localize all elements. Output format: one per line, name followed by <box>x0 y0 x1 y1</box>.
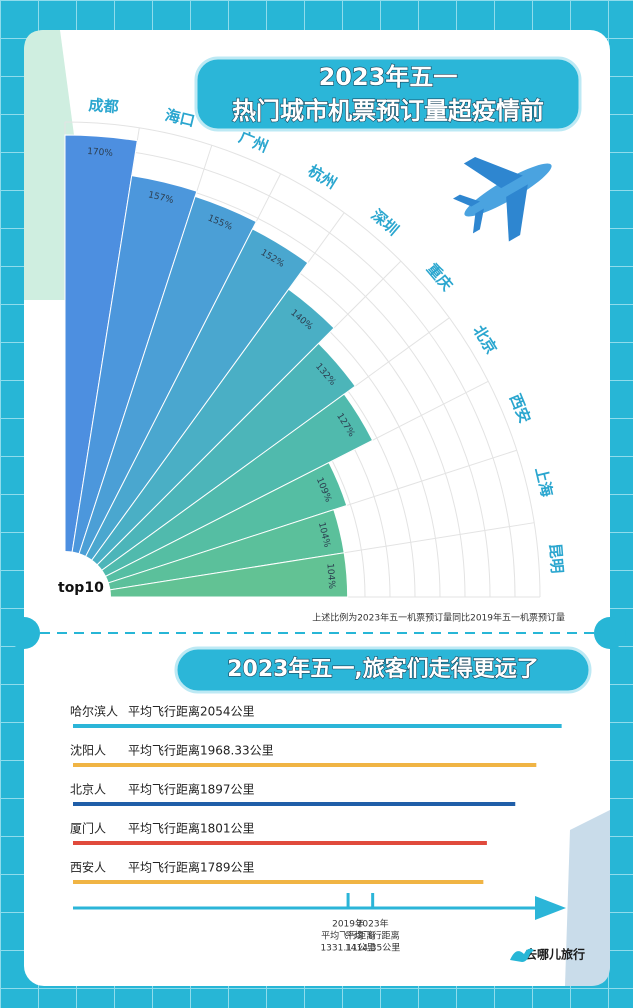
bar <box>73 763 537 767</box>
chart-title: 热门城市机票预订量超疫情前 <box>232 97 544 125</box>
value-label: 平均飞行距离2054公里 <box>128 704 255 719</box>
category-label: 成都 <box>88 96 119 116</box>
reference-label: 2019年 <box>332 918 364 930</box>
sector <box>64 552 349 598</box>
value-label: 平均飞行距离1897公里 <box>128 782 255 797</box>
category-label: 厦门人 <box>70 821 106 836</box>
sector <box>64 195 257 598</box>
value-label: 平均飞行距离1968.33公里 <box>128 743 274 758</box>
bar <box>73 724 562 728</box>
value-label: 170% <box>87 147 114 159</box>
category-label: 哈尔滨人 <box>70 704 118 719</box>
reference-label: 2023年 <box>357 918 389 930</box>
axis-arrow <box>535 896 566 920</box>
category-label: 西安人 <box>70 860 106 875</box>
center-label: top10 <box>58 580 104 596</box>
chart-title: 2023年五一,旅客们走得更远了 <box>227 656 539 682</box>
sector <box>64 175 198 598</box>
reference-label: 平均飞行距离 <box>346 930 400 942</box>
notch <box>594 617 626 649</box>
sector <box>64 342 356 598</box>
notch <box>8 617 40 649</box>
reference-label: 平均飞行距离 <box>321 930 375 942</box>
reference-label: 1414.35公里 <box>345 943 400 954</box>
brand: 去哪儿旅行 <box>525 947 585 962</box>
value-label: 平均飞行距离1801公里 <box>128 821 255 836</box>
chart-title: 2023年五一 <box>319 63 458 91</box>
value-label: 104% <box>324 563 336 590</box>
bar <box>73 841 487 845</box>
reference-label: 1331.11公里 <box>320 943 375 954</box>
value-label: 平均飞行距离1789公里 <box>128 860 255 875</box>
plane-icon <box>452 157 552 242</box>
sector <box>64 288 335 598</box>
title-pill <box>174 646 592 694</box>
decor-corner <box>565 810 610 986</box>
sector <box>64 393 374 598</box>
title-pill <box>194 56 582 132</box>
note: 上述比例为2023年五一机票预订量同比2019年五一机票预订量 <box>312 612 565 624</box>
bar <box>73 802 516 806</box>
category-label: 北京人 <box>70 783 106 797</box>
brand-logo <box>510 948 534 962</box>
category-label: 昆明 <box>546 543 566 574</box>
center-hole <box>65 551 111 597</box>
category-label: 沈阳人 <box>70 743 106 758</box>
sector <box>64 461 348 598</box>
bar <box>73 880 484 884</box>
sector <box>64 228 309 598</box>
